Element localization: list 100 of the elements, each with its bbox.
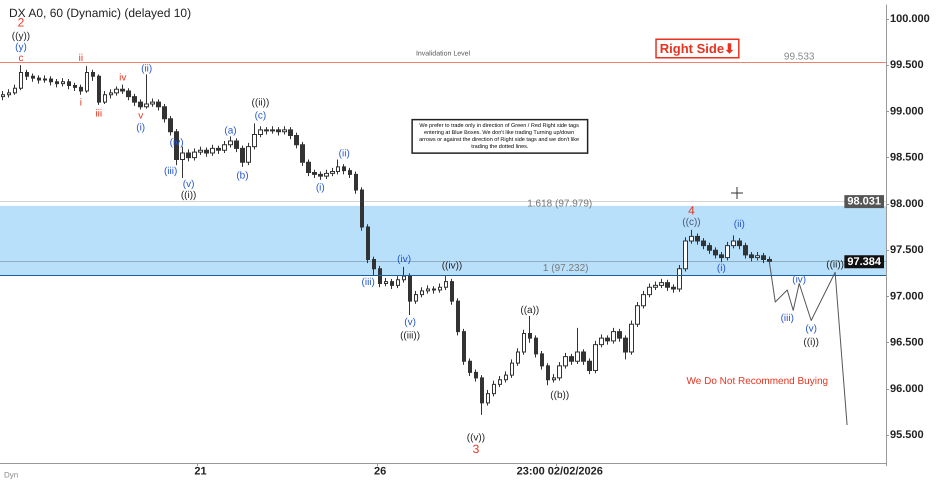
candlestick	[378, 265, 382, 288]
annotation: ((iii))	[400, 330, 420, 342]
candlestick	[498, 376, 502, 388]
candlestick	[534, 334, 538, 358]
candlestick	[366, 224, 370, 264]
annotation: ((a))	[520, 304, 540, 316]
candlestick	[474, 369, 478, 382]
candlestick	[444, 276, 448, 290]
y-tick-label: 96.500	[890, 336, 924, 349]
candlestick	[37, 74, 41, 84]
candlestick	[408, 272, 412, 316]
annotation: (c)	[254, 110, 266, 122]
candlestick	[504, 370, 508, 384]
annotation: (ii)	[338, 148, 350, 160]
candlestick	[450, 278, 454, 306]
annotation: iv	[119, 72, 126, 84]
candlestick	[522, 329, 526, 356]
candlestick	[396, 276, 400, 289]
candlestick	[528, 315, 532, 344]
candlestick	[414, 290, 418, 304]
candlestick	[7, 88, 11, 98]
ref-line-label: 98.031	[847, 196, 881, 208]
candlestick	[546, 362, 550, 386]
candlestick	[348, 167, 352, 179]
y-tick-label: 100.000	[890, 12, 930, 25]
candlestick	[420, 286, 424, 298]
x-tick-label: 26	[374, 466, 386, 478]
text: Dyn	[4, 470, 18, 480]
annotation: (b)	[236, 170, 249, 182]
candlestick	[456, 298, 460, 336]
x-tick-label: 23:00 02/02/2026	[516, 466, 603, 478]
candlestick	[492, 380, 496, 397]
candlestick	[540, 350, 544, 370]
candlestick	[97, 74, 101, 106]
candlestick	[462, 328, 466, 366]
annotation: (a)	[224, 125, 237, 136]
y-tick-label: 99.500	[890, 59, 924, 72]
candlestick	[360, 186, 364, 232]
annotation: i	[80, 98, 82, 109]
annotation: iii	[95, 108, 102, 120]
annotation: 2	[18, 16, 25, 30]
annotation: 1 (97.232)	[542, 263, 589, 274]
candlestick	[13, 84, 17, 96]
candlestick	[85, 66, 89, 94]
candlestick	[402, 266, 406, 284]
annotation: c	[18, 53, 24, 64]
candlestick	[516, 348, 520, 366]
annotation: ((i))	[803, 337, 819, 348]
annotation: (v)	[805, 323, 818, 334]
candlestick	[384, 277, 388, 287]
annotation: 3	[472, 442, 480, 456]
annotation: ii	[78, 53, 84, 64]
annotation: ((c))	[682, 216, 701, 228]
annotation: ((v))	[466, 432, 486, 444]
candlestick	[432, 286, 436, 294]
ref-line-label: 97.384	[847, 256, 882, 268]
annotation: (ii)	[734, 218, 745, 230]
annotation: ((ii))	[252, 98, 270, 109]
annotation: (iii)	[164, 166, 178, 178]
candlestick	[19, 64, 23, 91]
candlestick	[510, 358, 514, 378]
candlestick	[25, 69, 29, 80]
candlestick	[390, 278, 394, 290]
y-tick-label: 96.000	[890, 382, 924, 395]
candlestick	[73, 82, 77, 92]
annotation: v	[138, 110, 144, 122]
annotation: 1.618 (97.979)	[527, 198, 592, 210]
candlestick	[468, 358, 472, 377]
annotation: (iii)	[362, 277, 375, 288]
candlestick	[1, 90, 5, 101]
candlestick	[55, 78, 59, 88]
candlestick	[61, 78, 65, 87]
annotation: (i)	[316, 182, 325, 194]
candlestick	[67, 78, 71, 90]
y-tick-label: 98.000	[890, 198, 924, 210]
candlestick	[43, 74, 47, 84]
candlestick	[49, 76, 53, 86]
annotation: (iv)	[397, 254, 412, 265]
annotation: ((b))	[550, 390, 570, 401]
candlestick	[480, 374, 484, 416]
annotation: (iv)	[792, 274, 806, 286]
annotation: (y)	[15, 42, 27, 54]
annotation: (i)	[136, 122, 146, 134]
annotation: Right Side⬇	[660, 40, 736, 56]
annotation: 4	[688, 203, 696, 218]
annotation: 99.533	[784, 51, 815, 62]
annotation: ((ii))	[826, 259, 844, 270]
y-tick-label: 98.500	[890, 152, 924, 164]
candlestick	[91, 69, 95, 82]
candlestick	[486, 389, 490, 406]
annotation: (v)	[182, 179, 194, 190]
candlestick	[354, 171, 358, 194]
candlestick	[103, 90, 107, 104]
candlestick	[79, 84, 83, 96]
candlestick	[31, 72, 35, 82]
annotation: ((y))	[12, 30, 30, 42]
y-tick-label: 97.000	[890, 290, 924, 302]
annotation: (i)	[716, 263, 726, 274]
annotation: (iii)	[780, 313, 794, 324]
annotation: (v)	[404, 316, 416, 328]
